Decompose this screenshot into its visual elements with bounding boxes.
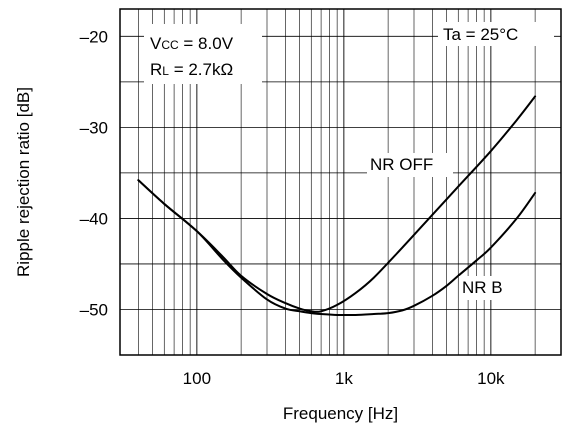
series-line-nr-off xyxy=(137,95,537,313)
series-layer xyxy=(137,95,537,317)
rl-value: = 2.7kΩ xyxy=(169,60,233,79)
series-label-nr-b: NR B xyxy=(462,278,503,297)
plot-frame xyxy=(119,8,562,356)
y-axis-title: Ripple rejection ratio [dB] xyxy=(14,87,33,277)
y-tick-label: –50 xyxy=(80,300,108,319)
conditions-box xyxy=(144,24,262,84)
rl-annotation: RL = 2.7kΩ xyxy=(150,60,233,79)
ta-annotation: Ta = 25°C xyxy=(443,25,518,44)
vcc-value: = 8.0V xyxy=(179,34,234,53)
rl-subscript: L xyxy=(162,64,169,78)
x-tick-label: 1k xyxy=(335,369,353,388)
x-axis-title: Frequency [Hz] xyxy=(283,404,398,423)
vcc-subscript: CC xyxy=(161,38,179,52)
x-tick-label: 100 xyxy=(183,369,211,388)
series-line-nr-b xyxy=(137,179,537,317)
x-tick-label: 10k xyxy=(477,369,505,388)
nr-b-label-bg xyxy=(459,276,519,300)
y-tick-label: –20 xyxy=(80,27,108,46)
nr-off-label-bg xyxy=(367,153,453,177)
y-tick-label: –30 xyxy=(80,118,108,137)
series-label-nr-off: NR OFF xyxy=(370,155,433,174)
ta-box xyxy=(438,22,554,46)
y-tick-label: –40 xyxy=(80,209,108,228)
rl-symbol: R xyxy=(150,60,162,79)
vcc-symbol: V xyxy=(150,34,162,53)
vcc-annotation: VCC = 8.0V xyxy=(150,34,234,53)
tick-labels: 100 1k 10k –20 –30 –40 –50 xyxy=(80,27,505,388)
